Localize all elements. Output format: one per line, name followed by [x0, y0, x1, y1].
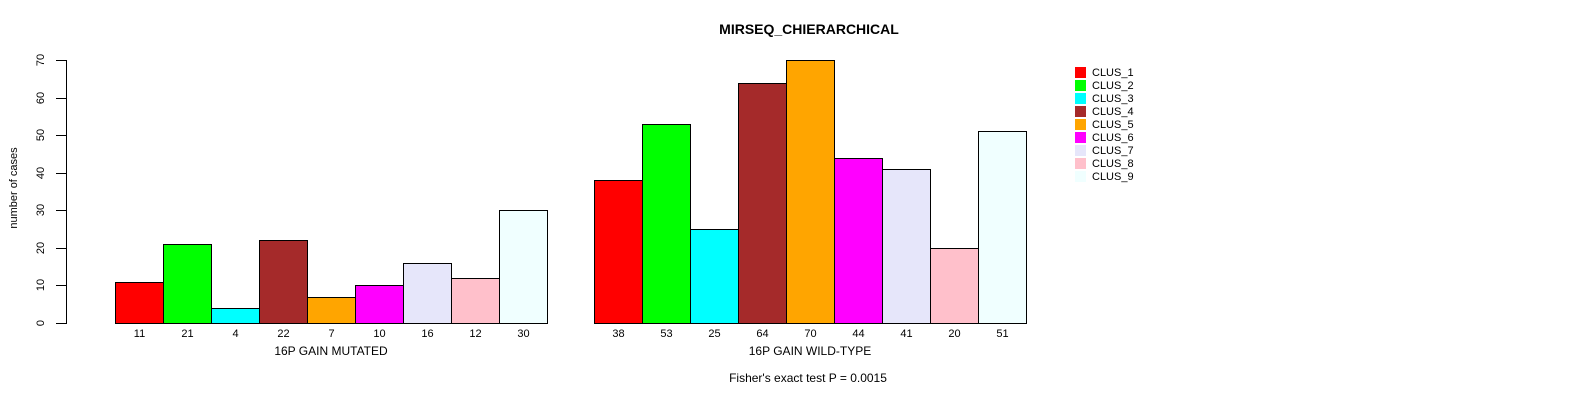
bar-clus_6-group1 — [355, 285, 404, 324]
legend-label: CLUS_7 — [1092, 144, 1134, 157]
bar-value-label: 51 — [996, 328, 1009, 340]
bar-clus_5-group2 — [786, 60, 835, 324]
legend-item: CLUS_3 — [1075, 92, 1134, 105]
bar-clus_8-group2 — [930, 248, 979, 324]
legend-item: CLUS_9 — [1075, 170, 1134, 183]
bar-clus_9-group2 — [978, 131, 1027, 324]
bar-value-label: 30 — [517, 328, 530, 340]
legend-item: CLUS_8 — [1075, 157, 1134, 170]
bar-clus_2-group1 — [163, 244, 212, 324]
legend-swatch — [1075, 119, 1086, 130]
bar-value-label: 38 — [612, 328, 625, 340]
legend: CLUS_1 CLUS_2 CLUS_3 CLUS_4 CLUS_5 CLUS_6 CLUS… — [1075, 66, 1134, 183]
legend-swatch — [1075, 93, 1086, 104]
legend-swatch — [1075, 158, 1086, 169]
legend-label: CLUS_9 — [1092, 170, 1134, 183]
legend-swatch — [1075, 106, 1086, 117]
y-tick-label: 30 — [35, 203, 47, 217]
y-tick-label: 10 — [35, 278, 47, 292]
legend-label: CLUS_2 — [1092, 79, 1134, 92]
legend-item: CLUS_4 — [1075, 105, 1134, 118]
legend-label: CLUS_1 — [1092, 66, 1134, 79]
y-tick-label: 0 — [35, 319, 47, 327]
x-axis-group-label: 16P GAIN WILD-TYPE — [748, 344, 872, 358]
legend-swatch — [1075, 132, 1086, 143]
legend-item: CLUS_6 — [1075, 131, 1134, 144]
legend-swatch — [1075, 80, 1086, 91]
x-axis-group-label: 16P GAIN MUTATED — [274, 344, 388, 358]
bar-value-label: 64 — [756, 328, 769, 340]
bar-clus_3-group1 — [211, 308, 260, 324]
bar-value-label: 21 — [181, 328, 194, 340]
legend-label: CLUS_6 — [1092, 131, 1134, 144]
legend-item: CLUS_1 — [1075, 66, 1134, 79]
y-tick-label: 60 — [35, 91, 47, 105]
y-axis-tick — [56, 248, 66, 249]
y-axis-tick — [56, 98, 66, 99]
bar-clus_2-group2 — [642, 124, 691, 324]
bar-clus_7-group1 — [403, 263, 452, 324]
bar-value-label: 11 — [133, 328, 146, 340]
y-axis-line — [66, 60, 67, 324]
legend-item: CLUS_2 — [1075, 79, 1134, 92]
y-axis-tick — [56, 173, 66, 174]
bar-value-label: 4 — [232, 328, 239, 340]
bar-value-label: 41 — [900, 328, 913, 340]
bar-clus_8-group1 — [451, 278, 500, 324]
legend-item: CLUS_7 — [1075, 144, 1134, 157]
bar-clus_1-group2 — [594, 180, 643, 324]
y-axis-tick — [56, 210, 66, 211]
bar-value-label: 12 — [469, 328, 482, 340]
legend-label: CLUS_5 — [1092, 118, 1134, 131]
bar-value-label: 16 — [421, 328, 434, 340]
y-axis-label: number of cases — [8, 147, 20, 229]
legend-label: CLUS_4 — [1092, 105, 1134, 118]
bar-value-label: 44 — [852, 328, 865, 340]
bar-clus_3-group2 — [690, 229, 739, 324]
y-axis-tick — [56, 285, 66, 286]
bar-value-label: 7 — [328, 328, 335, 340]
bar-clus_9-group1 — [499, 210, 548, 324]
bar-clus_6-group2 — [834, 158, 883, 324]
bar-clus_4-group1 — [259, 240, 308, 324]
chart-title: MIRSEQ_CHIERARCHICAL — [719, 21, 899, 37]
legend-swatch — [1075, 67, 1086, 78]
legend-label: CLUS_3 — [1092, 92, 1134, 105]
bar-value-label: 22 — [277, 328, 290, 340]
annotation-text: Fisher's exact test P = 0.0015 — [729, 371, 887, 385]
y-tick-label: 20 — [35, 241, 47, 255]
bar-value-label: 25 — [708, 328, 721, 340]
y-tick-label: 70 — [35, 53, 47, 67]
bar-value-label: 70 — [804, 328, 817, 340]
y-tick-label: 40 — [35, 166, 47, 180]
y-axis-tick — [56, 60, 66, 61]
legend-swatch — [1075, 145, 1086, 156]
y-axis-tick — [56, 323, 66, 324]
bar-clus_7-group2 — [882, 169, 931, 324]
bar-clus_4-group2 — [738, 83, 787, 324]
y-tick-label: 50 — [35, 128, 47, 142]
legend-swatch — [1075, 171, 1086, 182]
legend-label: CLUS_8 — [1092, 157, 1134, 170]
y-axis-tick — [56, 135, 66, 136]
bar-value-label: 20 — [948, 328, 961, 340]
bar-clus_1-group1 — [115, 282, 164, 324]
bar-value-label: 53 — [660, 328, 673, 340]
bar-clus_5-group1 — [307, 297, 356, 324]
bar-value-label: 10 — [373, 328, 386, 340]
legend-item: CLUS_5 — [1075, 118, 1134, 131]
